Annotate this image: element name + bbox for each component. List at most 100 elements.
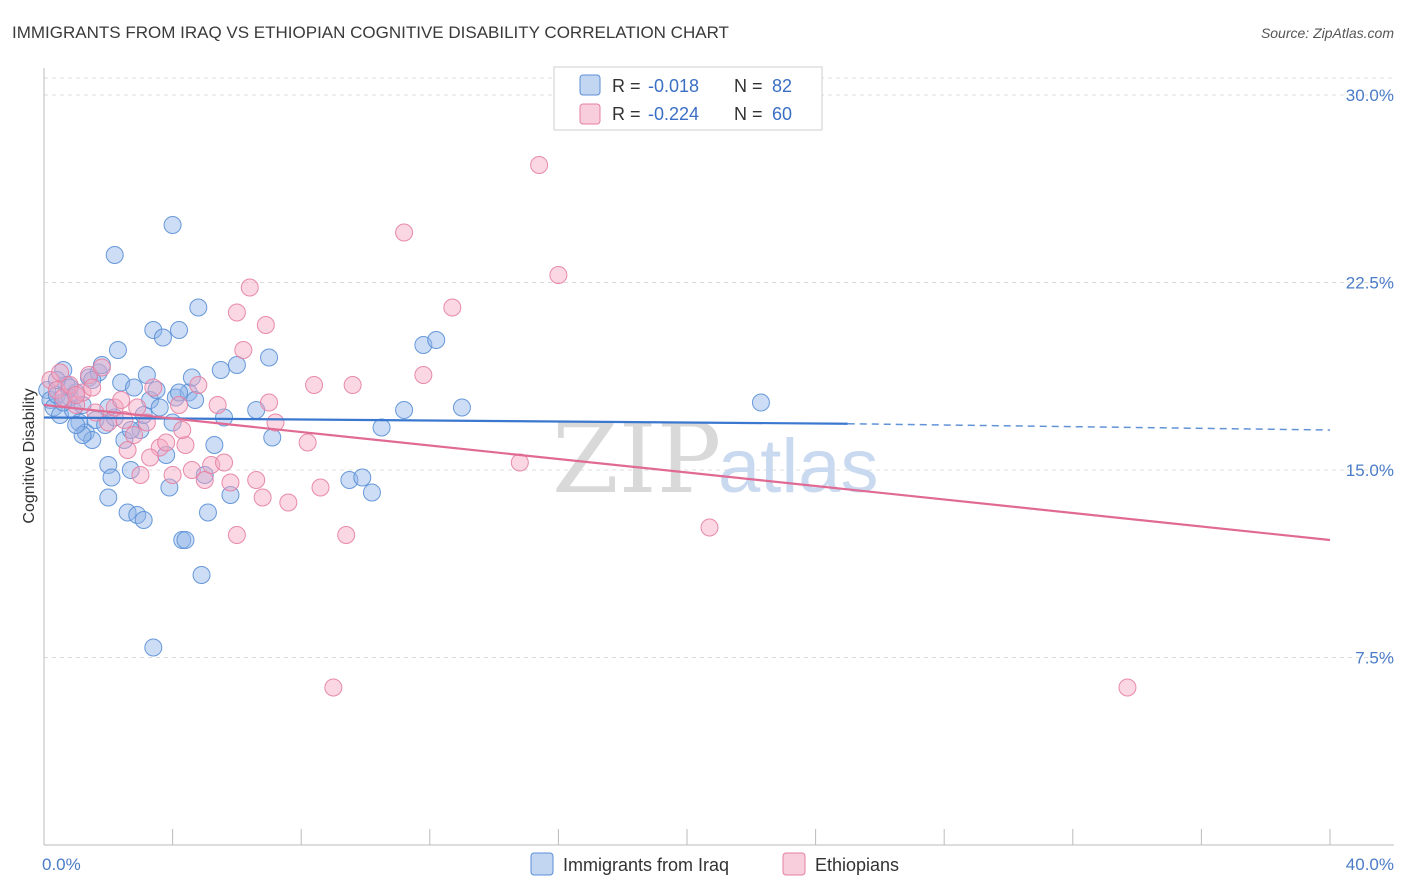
point-series0-75 (121, 421, 140, 439)
chart-source: Source: ZipAtlas.com (1261, 25, 1394, 41)
point-series0-74 (73, 426, 92, 444)
point-series1-58 (115, 411, 134, 429)
series-legend-swatch-ethiopians (782, 852, 806, 876)
point-series0-0 (38, 381, 57, 399)
point-series0-25 (115, 431, 134, 449)
point-series1-14 (131, 466, 150, 484)
point-series0-12 (76, 423, 95, 442)
point-series1-11 (112, 391, 131, 409)
gridlines (44, 77, 1394, 658)
stats-legend: R = -0.018 N = 82 R = -0.224 N = 60 (553, 66, 823, 131)
point-series0-28 (125, 378, 144, 397)
point-series1-40 (324, 678, 343, 697)
point-series0-56 (227, 356, 246, 374)
point-series1-55 (141, 448, 160, 467)
legend-n-label-ethiopians: N = (734, 104, 763, 124)
point-series1-52 (256, 316, 275, 334)
point-series0-47 (186, 391, 205, 409)
point-series1-9 (99, 413, 118, 432)
point-series0-76 (134, 511, 153, 529)
point-series1-59 (173, 421, 192, 439)
point-series0-62 (263, 428, 282, 447)
point-series1-54 (128, 398, 147, 417)
point-series1-36 (279, 493, 298, 512)
point-series1-20 (170, 396, 189, 414)
point-series0-35 (147, 381, 166, 399)
point-series0-45 (179, 383, 198, 402)
point-series1-32 (247, 471, 266, 489)
point-series1-21 (176, 436, 195, 454)
series-legend-swatch-iraq (530, 852, 554, 876)
axes (43, 68, 1394, 846)
point-series1-7 (86, 403, 105, 422)
y-axis-label: Cognitive Disability (21, 388, 38, 523)
y-tick-label-3: 30.0% (1346, 86, 1394, 105)
watermark: ZIP atlas (552, 403, 879, 515)
point-series1-44 (414, 366, 433, 384)
point-series0-46 (182, 368, 201, 387)
point-series0-14 (83, 431, 102, 449)
point-series0-27 (121, 461, 140, 479)
point-series1-23 (189, 376, 208, 394)
point-series0-21 (102, 468, 121, 487)
point-series1-26 (208, 396, 227, 414)
point-series0-38 (157, 446, 176, 464)
point-series0-79 (67, 416, 86, 434)
point-series1-56 (51, 363, 70, 382)
legend-r-label-ethiopians: R = (612, 104, 641, 124)
point-series1-27 (215, 453, 234, 472)
y-tick-labels: 7.5% 15.0% 22.5% 30.0% (1346, 86, 1394, 668)
x-tick-label-min: 0.0% (42, 855, 81, 874)
point-series1-19 (163, 466, 182, 484)
series-legend-label-iraq: Immigrants from Iraq (563, 855, 729, 875)
point-series1-38 (305, 376, 324, 394)
point-series0-23 (108, 341, 127, 359)
series-legend: Immigrants from Iraq Ethiopians (530, 852, 899, 876)
point-series0-81 (170, 383, 189, 402)
point-series0-57 (105, 246, 124, 264)
chart-title: IMMIGRANTS FROM IRAQ VS ETHIOPIAN COGNIT… (12, 23, 729, 42)
point-series0-18 (96, 416, 115, 434)
legend-n-label-iraq: N = (734, 76, 763, 96)
data-points (38, 156, 1137, 697)
point-series0-20 (99, 488, 118, 507)
y-tick-label-1: 15.0% (1346, 461, 1394, 480)
point-series0-61 (260, 348, 279, 367)
point-series1-16 (144, 378, 163, 397)
point-series0-59 (144, 638, 163, 657)
point-series1-24 (195, 471, 214, 489)
point-series1-39 (311, 478, 330, 497)
trend-line-series1 (43, 403, 1331, 542)
point-series0-48 (189, 298, 208, 317)
point-series1-48 (549, 266, 568, 284)
point-series0-51 (198, 503, 217, 522)
x-tick-label-max: 40.0% (1346, 855, 1394, 874)
point-series1-53 (67, 386, 86, 404)
point-series1-49 (700, 518, 719, 537)
point-series0-36 (150, 398, 169, 417)
trend-lines (43, 403, 1331, 542)
legend-r-value-iraq: -0.018 (648, 76, 699, 96)
point-series0-58 (163, 216, 182, 234)
point-series1-37 (298, 433, 317, 452)
point-series0-34 (144, 321, 163, 339)
point-series1-41 (337, 526, 356, 544)
point-series1-57 (83, 378, 102, 397)
point-series1-28 (221, 473, 240, 492)
point-series0-44 (176, 531, 195, 549)
legend-n-value-ethiopians: 60 (772, 104, 792, 124)
point-series1-47 (530, 156, 549, 174)
point-series1-51 (227, 303, 246, 322)
point-series0-42 (170, 321, 189, 339)
point-series1-0 (41, 371, 60, 389)
point-series1-29 (227, 526, 246, 544)
point-series0-66 (372, 418, 391, 437)
watermark-zip: ZIP (552, 403, 721, 515)
point-series0-37 (153, 328, 172, 347)
point-series0-64 (353, 468, 372, 487)
point-series0-55 (221, 486, 240, 504)
point-series0-67 (395, 401, 414, 419)
y-tick-label-2: 22.5% (1346, 274, 1394, 293)
point-series1-42 (343, 376, 362, 394)
